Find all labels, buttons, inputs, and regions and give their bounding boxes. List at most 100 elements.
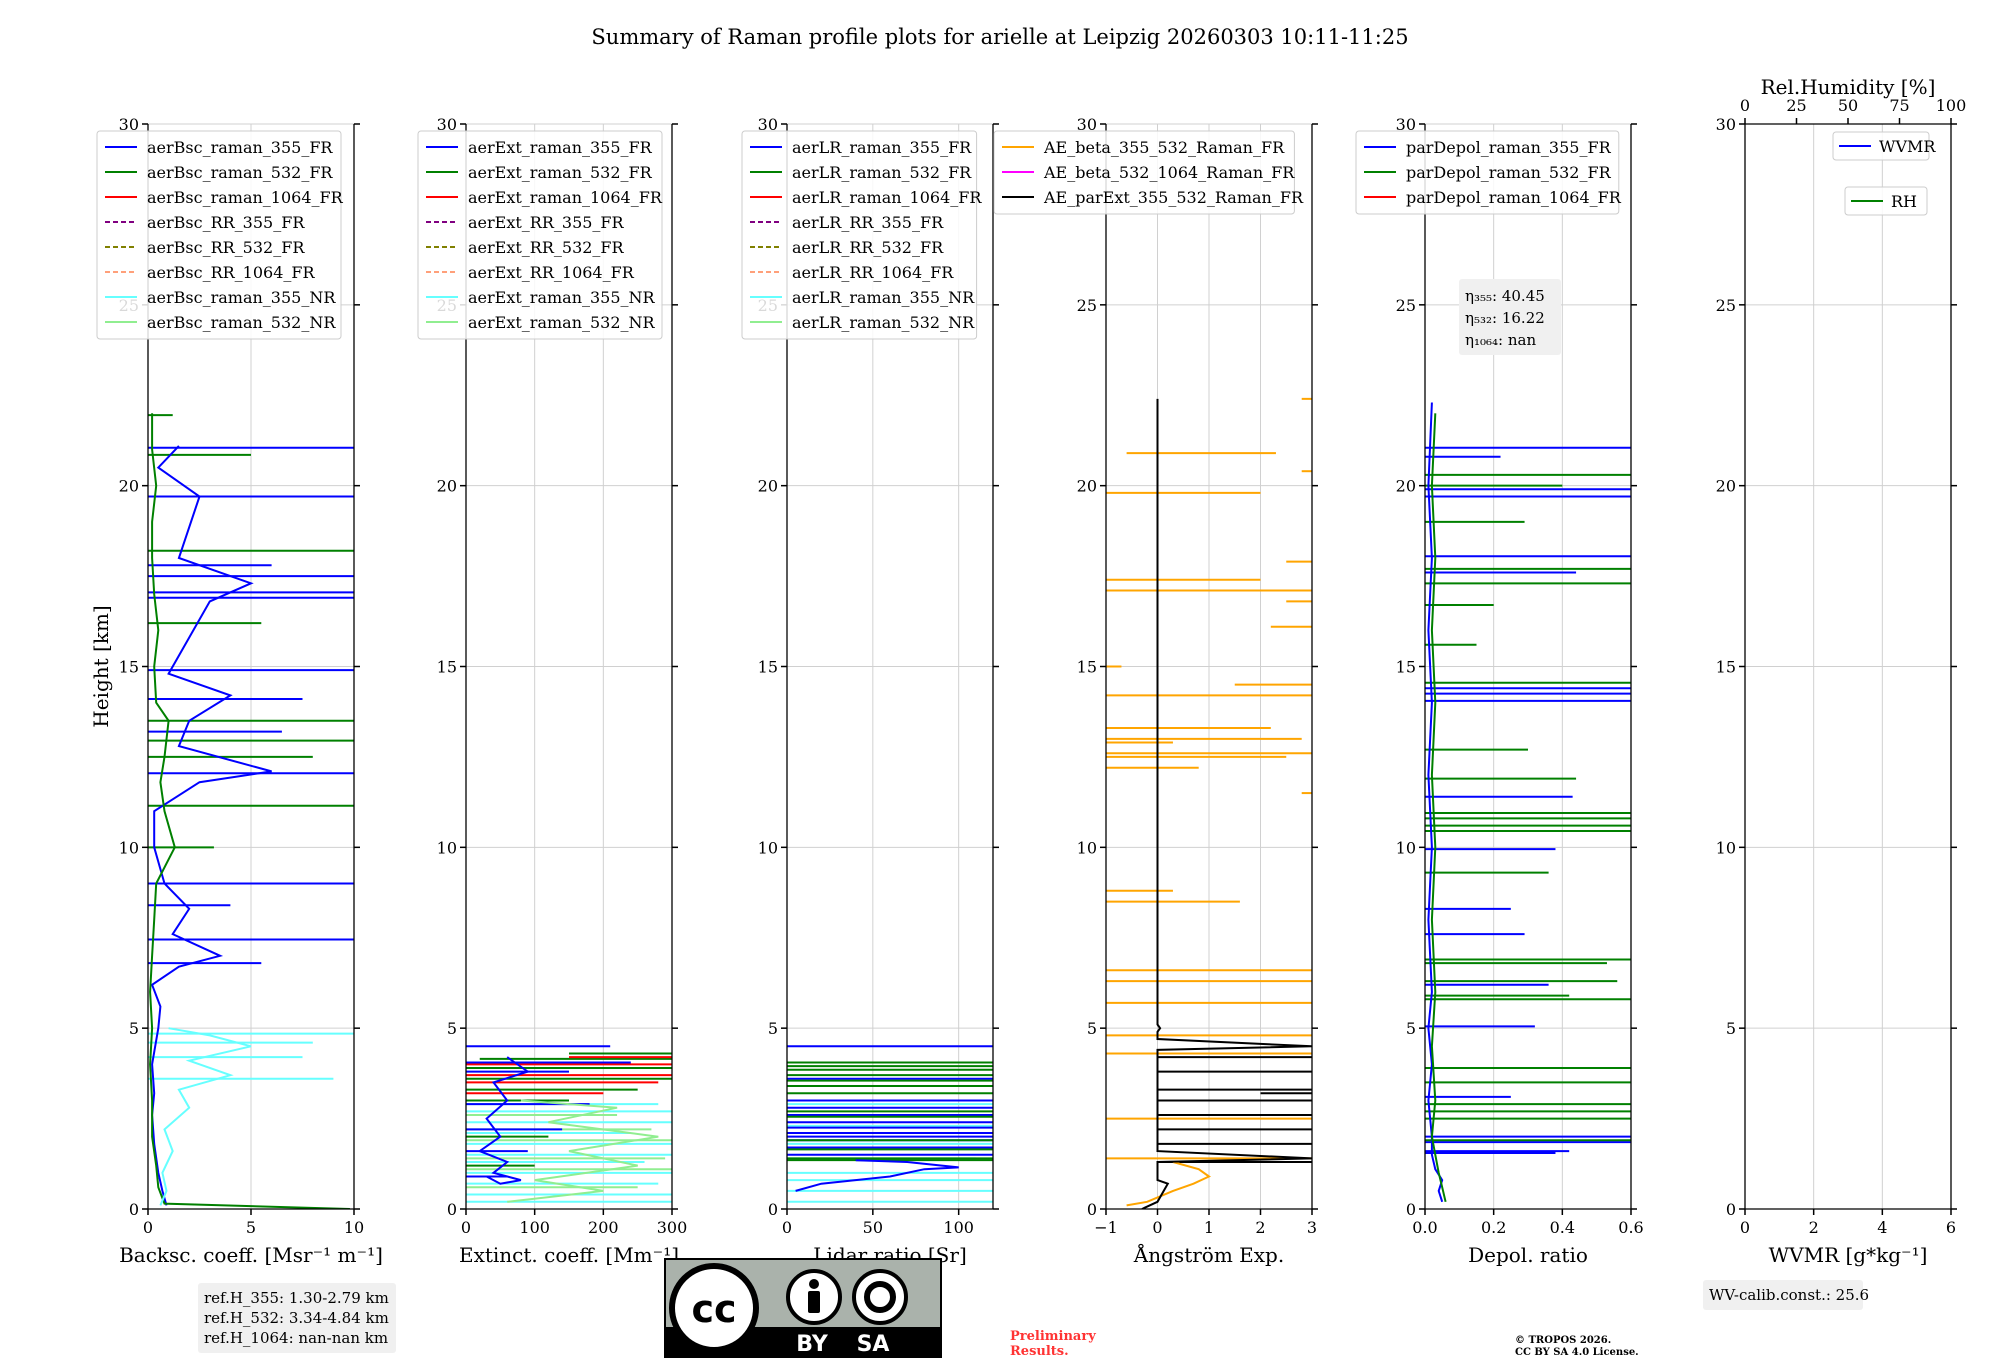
x2tick-label: 50 (1838, 96, 1858, 115)
xtick-label: 0 (143, 1218, 153, 1237)
ytick-label: 15 (119, 658, 139, 677)
ytick-label: 15 (758, 658, 778, 677)
legend-label: aerBsc_raman_532_FR (147, 163, 333, 182)
annotation-line: WV-calib.const.: 25.6 (1709, 1286, 1869, 1304)
ytick-label: 5 (1087, 1019, 1097, 1038)
xtick-label: 0 (461, 1218, 471, 1237)
annotation-line: η₃₅₅: 40.45 (1465, 287, 1545, 305)
legend-bsc: aerBsc_raman_355_FR aerBsc_raman_532_FRae… (96, 130, 344, 340)
ytick-label: 0 (1087, 1200, 1097, 1219)
legend-label: aerLR_raman_1064_FR (792, 188, 982, 207)
xtick-label: 6 (1946, 1218, 1956, 1237)
ytick-label: 30 (437, 115, 457, 134)
data-ae (1106, 397, 1312, 1209)
legend-box (1832, 131, 1930, 161)
panel-ext: 0510152025300100200300Extinct. coeff. [M… (417, 115, 688, 1267)
legend-label: aerExt_raman_532_FR (468, 163, 653, 182)
ytick-label: 20 (1396, 477, 1416, 496)
annotation-box (1459, 279, 1561, 355)
ytick-label: 5 (1406, 1019, 1416, 1038)
xlabel: Depol. ratio (1468, 1243, 1588, 1267)
legend-box (741, 130, 978, 340)
legend-ext: aerExt_raman_355_FR aerExt_raman_532_FRae… (417, 130, 663, 340)
xtick-label: 0.4 (1550, 1218, 1575, 1237)
xtick-label: 0.6 (1618, 1218, 1643, 1237)
annotation-line: ref.H_1064: nan-nan km (204, 1329, 388, 1347)
legend-label: aerLR_raman_532_FR (792, 163, 972, 182)
ytick-label: 0 (129, 1200, 139, 1219)
ytick-label: 0 (768, 1200, 778, 1219)
legend-label: aerExt_RR_355_FR (468, 213, 625, 232)
legend-label: WVMR (1879, 137, 1936, 156)
ytick-label: 10 (1077, 838, 1097, 857)
xtick-label: 50 (863, 1218, 883, 1237)
legend-dep: parDepol_raman_355_FR parDepol_raman_532_… (1355, 130, 1622, 215)
legend-label: AE_parExt_355_532_Raman_FR (1043, 188, 1304, 207)
copyright-line1: © TROPOS 2026. (1515, 1335, 1611, 1346)
legend-label: aerLR_RR_532_FR (792, 238, 944, 257)
ytick-label: 15 (1716, 658, 1736, 677)
ytick-label: 15 (437, 658, 457, 677)
legend-label: aerLR_RR_355_FR (792, 213, 944, 232)
series-line (1141, 398, 1312, 1209)
ytick-label: 15 (1396, 658, 1416, 677)
data-lr (787, 1045, 993, 1203)
annotation-line: ref.H_532: 3.34-4.84 km (204, 1309, 389, 1327)
ytick-label: 30 (1077, 115, 1097, 134)
license-badge[interactable]: cc BY SA (664, 1258, 942, 1358)
annotation-line: η₁₀₆₄: nan (1465, 331, 1536, 349)
annotation-bsc: ref.H_355: 1.30-2.79 km ref.H_532: 3.34-4… (198, 1283, 396, 1353)
annotation-wv: WV-calib.const.: 25.6 (1703, 1280, 1869, 1310)
legend-label: aerLR_raman_355_NR (792, 288, 975, 307)
legend-label: parDepol_raman_1064_FR (1406, 188, 1622, 207)
xtick-label: 100 (943, 1218, 974, 1237)
ytick-label: 10 (437, 838, 457, 857)
x2tick-label: 75 (1889, 96, 1909, 115)
data-ext (466, 1045, 672, 1203)
xtick-label: 300 (657, 1218, 688, 1237)
series-line (1427, 402, 1444, 1203)
copyright-line2: CC BY SA 4.0 License. (1515, 1347, 1639, 1358)
xlabel: Backsc. coeff. [Msr⁻¹ m⁻¹] (119, 1243, 383, 1267)
legend-label: aerBsc_raman_532_NR (147, 313, 336, 332)
ytick-label: 20 (119, 477, 139, 496)
legend-box (417, 130, 663, 340)
license-by: BY (796, 1332, 829, 1357)
ytick-label: 30 (758, 115, 778, 134)
ytick-label: 20 (758, 477, 778, 496)
ytick-label: 10 (119, 838, 139, 857)
xtick-label: 100 (519, 1218, 550, 1237)
annotation-line: η₅₃₂: 16.22 (1465, 309, 1545, 327)
ytick-label: 30 (119, 115, 139, 134)
legend-label: aerBsc_RR_1064_FR (147, 263, 316, 282)
xlabel2: Rel.Humidity [%] (1761, 75, 1936, 99)
legend-box (993, 130, 1295, 215)
legend-label: parDepol_raman_355_FR (1406, 138, 1612, 157)
series-line (150, 445, 272, 1206)
figure-title: Summary of Raman profile plots for ariel… (591, 25, 1408, 49)
xtick-label: 0 (1152, 1218, 1162, 1237)
series-line (507, 1099, 659, 1203)
annotation-line: ref.H_355: 1.30-2.79 km (204, 1289, 389, 1307)
legend-label: AE_beta_532_1064_Raman_FR (1043, 163, 1295, 182)
ytick-label: 10 (758, 838, 778, 857)
panel-lr: 051015202530050100Lidar ratio [Sr]aerLR_… (741, 115, 999, 1267)
panel-bsc: 0510152025300510Backsc. coeff. [Msr⁻¹ m⁻… (89, 115, 396, 1353)
x2tick-label: 0 (1740, 96, 1750, 115)
annotation-box (198, 1283, 396, 1353)
legend-label: aerBsc_raman_355_FR (147, 138, 333, 157)
xtick-label: 10 (344, 1218, 364, 1237)
annotation-dep: η₃₅₅: 40.45 η₅₃₂: 16.22 η₁₀₆₄: nan (1459, 279, 1561, 355)
ytick-label: 5 (1726, 1019, 1736, 1038)
series-line (1430, 413, 1447, 1203)
xlabel: Extinct. coeff. [Mm⁻¹] (459, 1243, 679, 1267)
ytick-label: 15 (1077, 658, 1097, 677)
series-line (149, 413, 350, 1209)
xlabel: WVMR [g*kg⁻¹] (1769, 1243, 1928, 1267)
xtick-label: 0 (782, 1218, 792, 1237)
legend-label: RH (1891, 192, 1917, 211)
series-line (1126, 1161, 1211, 1207)
x2tick-label: 100 (1936, 96, 1967, 115)
legend-ae: AE_beta_355_532_Raman_FR AE_beta_532_1064… (993, 130, 1304, 215)
